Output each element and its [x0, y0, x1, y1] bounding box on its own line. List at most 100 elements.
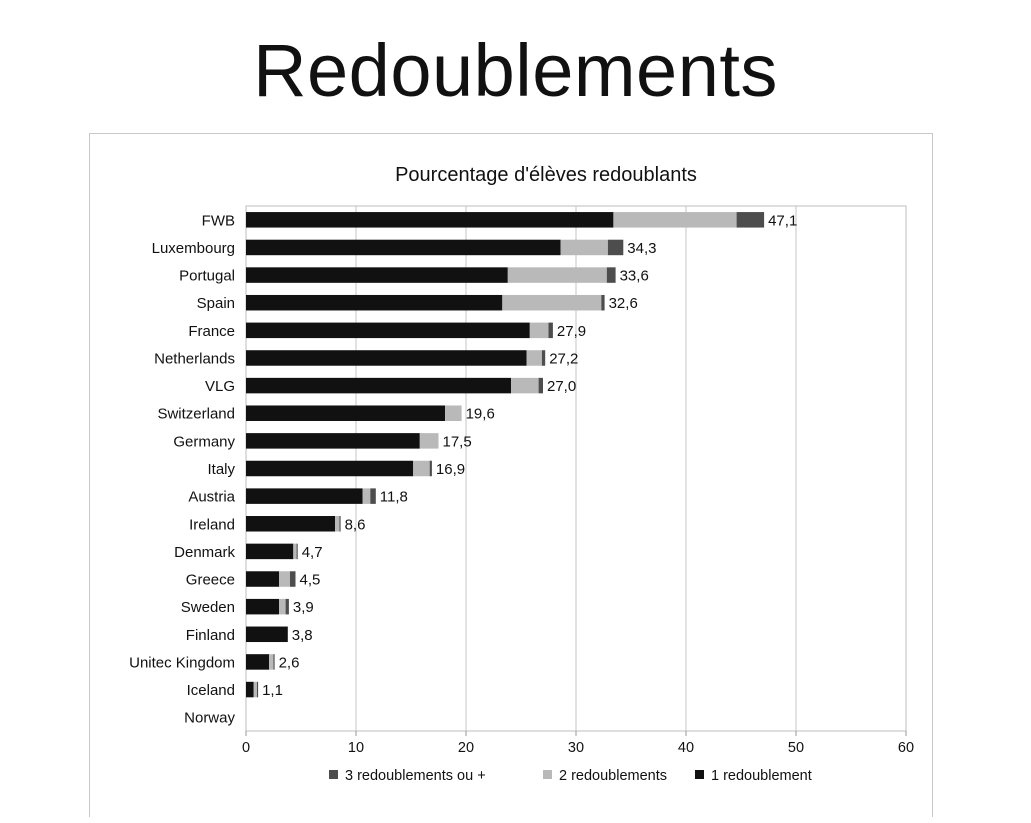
legend-label: 1 redoublement: [711, 768, 812, 784]
category-label: VLG: [205, 378, 235, 395]
bar-segment: [541, 350, 546, 366]
bar-segment: [279, 598, 286, 615]
bar-segment: [246, 239, 561, 256]
category-label: Italy: [207, 461, 235, 478]
legend-swatch: [695, 770, 704, 779]
bar-segment: [339, 516, 341, 532]
total-label: 1,1: [262, 682, 283, 699]
category-label: Spain: [197, 295, 235, 312]
bar-segment: [285, 598, 289, 615]
category-label: Norway: [184, 710, 235, 727]
bar-segment: [246, 598, 279, 615]
bar-segment: [246, 267, 508, 283]
bar-segment: [293, 543, 297, 560]
legend-swatch: [329, 770, 338, 779]
bar-segment: [246, 571, 279, 587]
bar-segment: [246, 294, 503, 311]
category-label: Austria: [188, 489, 235, 506]
chart-frame: Pourcentage d'élèves redoublants 0 10 20 30 4…: [89, 133, 933, 817]
bar-segment: [269, 654, 274, 670]
bar-segment: [246, 433, 420, 449]
category-label: Portugal: [179, 268, 235, 285]
bar-segment: [511, 377, 539, 394]
bar-segment: [246, 212, 614, 228]
bar-segment: [246, 322, 530, 339]
bar-segment: [370, 488, 376, 504]
bar-segment: [413, 460, 430, 477]
bar-segment: [601, 294, 605, 311]
category-label: Finland: [186, 627, 235, 644]
total-label: 32,6: [609, 295, 638, 312]
x-tick-label: 20: [458, 740, 474, 756]
bar-segment: [246, 405, 446, 421]
bar-segment: [548, 322, 553, 339]
bar-segment: [246, 681, 254, 698]
slide-title: Redoublements: [253, 29, 778, 112]
category-label: Unitec Kingdom: [129, 654, 235, 671]
category-label: FWB: [202, 212, 235, 229]
total-label: 27,9: [557, 323, 586, 340]
category-label: Netherlands: [154, 350, 235, 367]
total-label: 47,1: [768, 212, 797, 229]
bar-segment: [606, 267, 616, 283]
total-label: 34,3: [627, 240, 656, 257]
bar-segment: [279, 571, 290, 587]
category-label: Switzerland: [157, 406, 235, 423]
bar-segment: [507, 267, 607, 283]
x-tick-label: 40: [678, 740, 694, 756]
total-label: 17,5: [443, 433, 472, 450]
bar-segment: [335, 516, 340, 532]
category-label: Sweden: [181, 599, 235, 616]
total-label: 27,2: [549, 350, 578, 367]
total-label: 27,0: [547, 378, 576, 395]
total-label: 2,6: [279, 654, 300, 671]
bar-segment: [246, 350, 527, 366]
x-tick-label: 10: [348, 740, 364, 756]
bar-segment: [246, 377, 512, 394]
category-label: Ireland: [189, 516, 235, 533]
total-label: 33,6: [620, 268, 649, 285]
bar-segment: [273, 654, 275, 670]
total-label: 11,8: [380, 489, 408, 506]
category-label: France: [188, 323, 235, 340]
bar-segment: [290, 571, 296, 587]
category-label: Denmark: [174, 544, 235, 561]
bar-segment: [560, 239, 608, 256]
bar-segment: [613, 212, 737, 228]
total-label: 8,6: [345, 516, 366, 533]
bar-segment: [246, 516, 336, 532]
x-tick-label: 50: [788, 740, 804, 756]
x-tick-label: 30: [568, 740, 584, 756]
bar-segment: [429, 460, 432, 477]
bar-segment: [253, 681, 257, 698]
bar-segment: [538, 377, 543, 394]
total-label: 19,6: [466, 406, 495, 423]
bar-segment: [296, 543, 298, 560]
bar-segment: [736, 212, 765, 228]
bar-segment: [502, 294, 602, 311]
bar-segment: [246, 460, 414, 477]
total-label: 4,7: [302, 544, 323, 561]
bar-segment: [246, 488, 363, 504]
bar-segment: [246, 654, 270, 670]
chart-title: Pourcentage d'élèves redoublants: [395, 164, 697, 186]
bar-segment: [246, 543, 294, 560]
category-label: Greece: [186, 572, 235, 589]
bar-segment: [419, 433, 439, 449]
x-tick-label: 60: [898, 740, 914, 756]
bar-segment: [362, 488, 371, 504]
legend-swatch: [543, 770, 552, 779]
bar-segment: [526, 350, 542, 366]
total-label: 4,5: [300, 572, 321, 589]
legend-label: 3 redoublements ou +: [345, 768, 486, 784]
category-label: Luxembourg: [152, 240, 235, 257]
category-label: Iceland: [187, 682, 235, 699]
bar-segment: [607, 239, 624, 256]
bar-segment: [246, 626, 288, 643]
bar-segment: [529, 322, 549, 339]
bar-segment: [445, 405, 462, 421]
bar-segment: [257, 681, 259, 698]
total-label: 3,8: [292, 627, 313, 644]
category-label: Germany: [173, 433, 235, 450]
total-label: 3,9: [293, 599, 314, 616]
